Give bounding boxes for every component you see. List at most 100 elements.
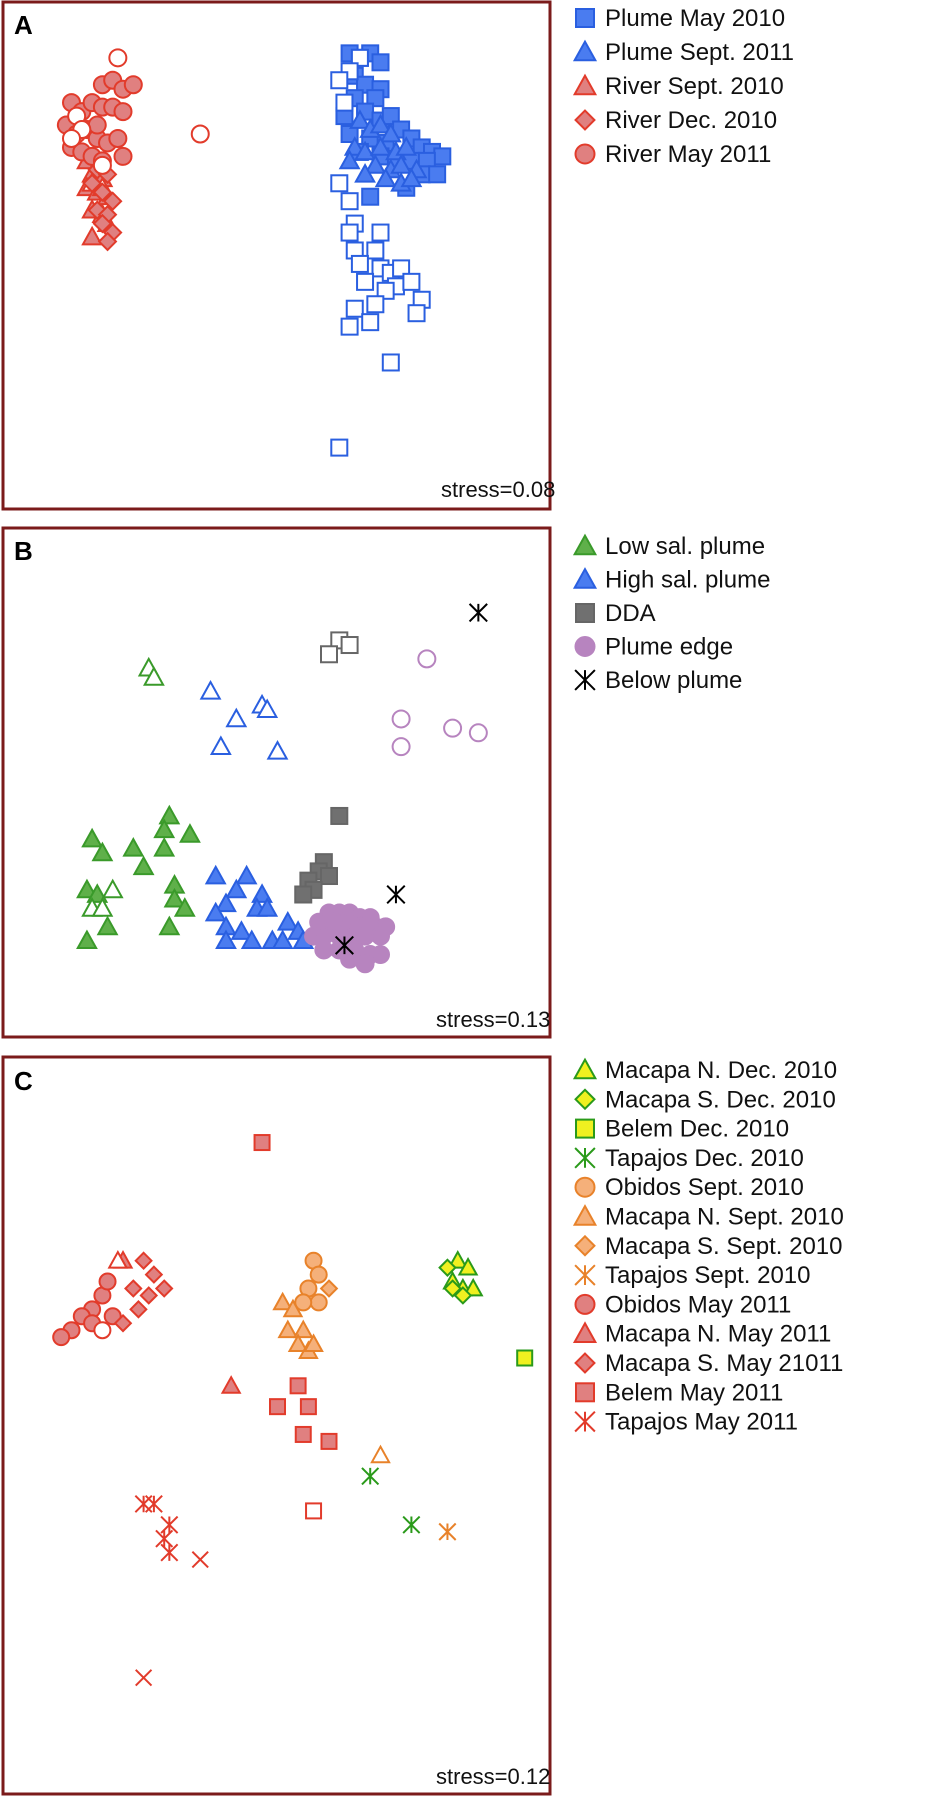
data-point [392,259,411,278]
data-point [438,1522,457,1541]
data-point [98,1272,117,1291]
series-b-2 [204,864,315,950]
data-point [340,636,359,655]
legend-label: Belem Dec. 2010 [605,1116,789,1143]
data-point [82,173,102,194]
data-point [447,1250,469,1269]
series-c-13 [113,1251,174,1333]
data-point [330,174,349,193]
panel-b-stress: stress=0.13 [436,1007,550,1032]
data-point [468,723,488,743]
series-c-1 [438,1258,473,1305]
panel-a-letter: A [14,10,33,40]
data-point [354,140,376,161]
data-point [269,1398,286,1416]
data-point [516,1349,534,1367]
series-a-1 [330,48,431,457]
data-point [179,823,201,843]
data-point [256,698,279,719]
legend-item: Macapa S. Sept. 2010 [574,1233,843,1260]
panel-b-frame [1,526,552,1039]
data-point [113,1313,133,1333]
data-point [369,136,392,156]
data-point [158,804,181,825]
data-point [381,353,400,372]
data-point [371,53,390,72]
data-point [330,71,349,90]
legend-marker [574,1352,596,1374]
series-c-12 [107,1250,129,1269]
data-point [395,136,418,156]
data-point [173,897,196,917]
legend-label: Low sal. plume [605,533,765,560]
data-point [391,709,411,729]
data-point [354,163,376,183]
panel-b-letter: B [14,536,33,566]
legend-item: River Dec. 2010 [574,107,777,134]
series-c-6 [370,1444,391,1464]
data-point [124,1279,143,1298]
data-point [135,1669,153,1687]
legend-marker [572,1057,598,1080]
data-point [292,1319,314,1339]
series-c-14 [253,1134,338,1450]
data-point [87,115,107,135]
data-point [107,1250,129,1269]
series-c-15 [305,1502,323,1520]
data-point [371,945,390,965]
data-point [86,883,109,903]
data-point [122,837,145,857]
series-c-10 [93,1321,112,1340]
panel-a-frame [1,0,552,511]
data-point [129,1300,148,1319]
data-point [361,187,380,206]
data-point [154,1279,174,1298]
legend-marker [572,567,598,589]
legend-marker [574,1264,596,1286]
panel-b: B stress=0.13 Low sal. plume High sal. pl… [1,526,770,1039]
data-point [209,735,232,756]
series-b-6 [304,903,396,974]
legend-item: Tapajos May 2011 [574,1409,798,1436]
data-point [160,1515,179,1534]
data-point [303,1333,324,1352]
data-point [276,910,299,931]
data-point [113,146,133,166]
legend-label: Macapa N. Dec. 2010 [605,1057,837,1084]
data-point [462,1277,484,1297]
data-point [294,1425,312,1443]
series-b-4 [294,806,349,904]
data-point [266,740,289,760]
legend-label: Obidos Sept. 2010 [605,1174,804,1201]
legend-item: Macapa N. Sept. 2010 [572,1204,844,1231]
data-point [225,878,248,899]
legend-marker [574,1147,596,1169]
data-point [271,929,294,950]
data-point [417,649,437,669]
data-point [143,666,165,686]
data-point [91,897,114,917]
data-point [108,128,128,148]
series-b-8 [334,603,488,955]
legend-item: Plume Sept. 2011 [572,39,794,66]
series-b-1 [81,656,165,917]
legend-item: Obidos May 2011 [574,1291,791,1318]
data-point [240,929,263,950]
data-point [220,1375,242,1394]
data-point [319,1279,339,1298]
panel-c-plot [52,1134,534,1687]
data-point [155,1529,174,1548]
series-b-3 [199,679,289,760]
data-point [92,182,113,203]
data-point [338,149,361,170]
series-c-4 [294,1251,328,1312]
panel-c-stress: stress=0.12 [436,1764,550,1789]
legend-marker [574,669,596,691]
panel-a-stress: stress=0.08 [441,477,555,502]
legend-marker [574,1234,596,1257]
series-c-8 [438,1522,457,1541]
data-point [102,191,123,212]
data-point [443,1279,462,1298]
data-point [144,1494,163,1513]
data-point [468,603,488,623]
